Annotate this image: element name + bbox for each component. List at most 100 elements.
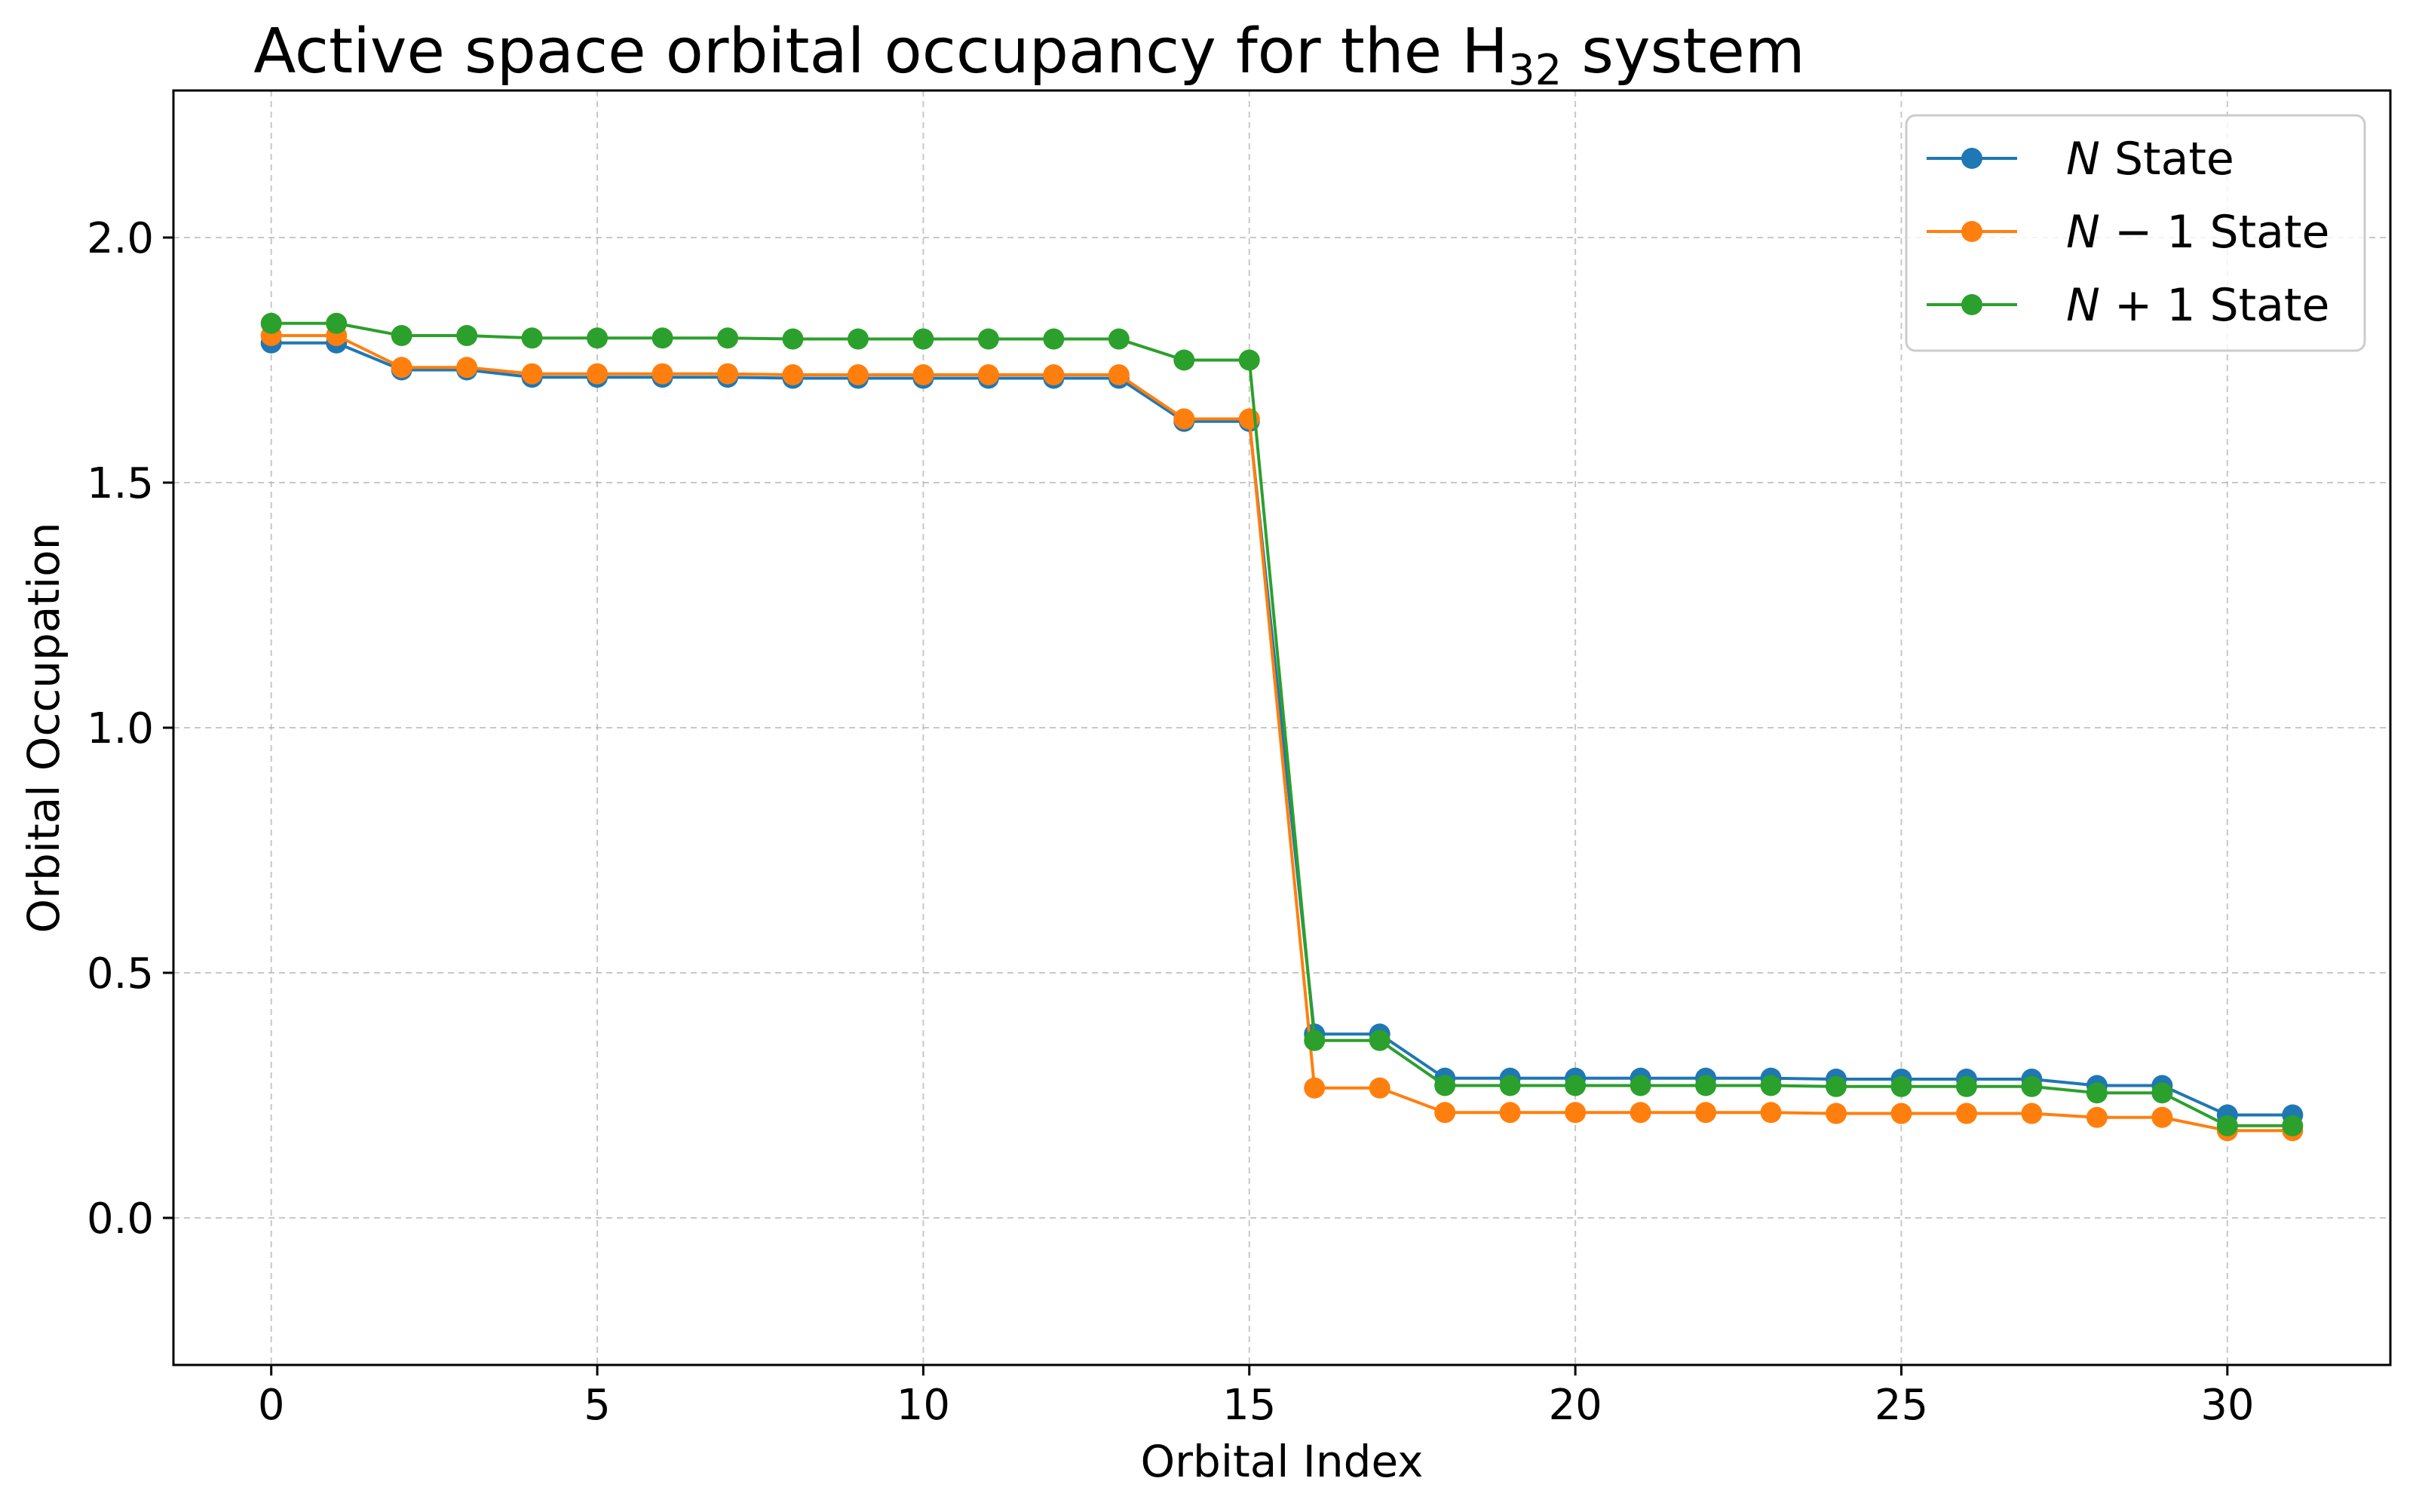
- chart-title: Active space orbital occupancy for the H…: [253, 16, 1804, 95]
- series-group: [260, 312, 2304, 1142]
- data-point: [587, 327, 609, 349]
- data-point: [1043, 328, 1065, 350]
- chart-title-main: Active space orbital occupancy for the H: [253, 16, 1508, 87]
- legend-swatch-marker: [1961, 221, 1982, 242]
- legend-label-text: + 1 State: [2100, 279, 2329, 332]
- data-point: [847, 328, 869, 350]
- data-point: [1695, 1075, 1717, 1096]
- data-point: [1826, 1075, 1847, 1097]
- legend-label-symbol: N: [2066, 133, 2100, 186]
- data-point: [2216, 1115, 2238, 1136]
- series-line: [271, 341, 2293, 1117]
- data-point: [1630, 1102, 1651, 1124]
- data-point: [326, 312, 348, 334]
- legend-label-text: − 1 State: [2100, 206, 2329, 259]
- y-axis-label: Orbital Occupation: [18, 523, 69, 934]
- data-point: [2086, 1082, 2108, 1104]
- data-point: [521, 363, 543, 385]
- data-point: [1304, 1077, 1326, 1099]
- data-point: [2021, 1103, 2043, 1124]
- y-tick-label: 2.0: [87, 214, 154, 263]
- legend-item: N State: [1927, 133, 2234, 186]
- legend-label: N State: [2066, 133, 2234, 186]
- data-point: [260, 312, 282, 334]
- legend-swatch-marker: [1961, 148, 1982, 169]
- legend-item: N − 1 State: [1927, 206, 2329, 259]
- legend-label-symbol: N: [2066, 206, 2100, 259]
- data-point: [1434, 1102, 1456, 1124]
- data-point: [521, 327, 543, 349]
- data-point: [1043, 364, 1065, 385]
- data-point: [1369, 1029, 1390, 1051]
- x-tick-label: 5: [584, 1381, 611, 1430]
- data-point: [717, 363, 738, 385]
- legend-label: N + 1 State: [2066, 279, 2329, 332]
- legend-label: N − 1 State: [2066, 206, 2329, 259]
- data-point: [1108, 328, 1130, 350]
- x-tick-label: 25: [1875, 1381, 1928, 1430]
- legend-box: [1905, 114, 2366, 352]
- data-point: [782, 364, 804, 385]
- data-point: [2151, 1106, 2173, 1128]
- chart-title-suffix: system: [1562, 16, 1805, 87]
- data-point: [977, 364, 999, 385]
- data-point: [1499, 1102, 1521, 1124]
- series-3: [260, 312, 2304, 1136]
- x-tick-label: 20: [1548, 1381, 1602, 1430]
- data-point: [1173, 349, 1195, 371]
- data-point: [391, 325, 412, 346]
- data-point: [2086, 1106, 2108, 1128]
- y-tick-label: 1.5: [87, 459, 154, 508]
- data-point: [1695, 1102, 1717, 1124]
- y-tick-label: 0.5: [87, 949, 154, 998]
- data-point: [1890, 1103, 1912, 1124]
- data-point: [1826, 1103, 1847, 1124]
- x-tick-label: 15: [1222, 1381, 1276, 1430]
- data-point: [1238, 349, 1260, 371]
- data-point: [1955, 1103, 1977, 1124]
- data-point: [912, 364, 934, 385]
- data-point: [782, 328, 804, 350]
- x-tick-label: 10: [897, 1381, 950, 1430]
- data-point: [912, 328, 934, 350]
- data-point: [1760, 1075, 1782, 1096]
- chart-title-subscript: 32: [1508, 46, 1562, 95]
- data-point: [1630, 1075, 1651, 1096]
- data-point: [2151, 1082, 2173, 1104]
- legend-label-text: State: [2100, 133, 2234, 186]
- legend-swatch-marker: [1961, 294, 1982, 315]
- data-point: [391, 357, 412, 379]
- x-tick-label: 0: [258, 1381, 285, 1430]
- data-point: [587, 363, 609, 385]
- legend-label-symbol: N: [2066, 279, 2100, 332]
- data-point: [1565, 1075, 1587, 1096]
- x-axis-label: Orbital Index: [1141, 1436, 1424, 1487]
- data-point: [456, 357, 478, 379]
- data-point: [1955, 1075, 1977, 1097]
- y-tick-label: 0.0: [87, 1195, 154, 1244]
- data-point: [1369, 1077, 1390, 1099]
- data-point: [652, 363, 673, 385]
- axis-ticks: 0 5 10 15 20 25 30 0.0 0.5 1.0 1.5 2.0: [87, 214, 2255, 1430]
- legend-item: N + 1 State: [1927, 279, 2329, 332]
- data-point: [2021, 1075, 2043, 1097]
- data-point: [1434, 1075, 1456, 1096]
- data-point: [717, 327, 738, 349]
- y-tick-label: 1.0: [87, 704, 154, 753]
- data-point: [1304, 1029, 1326, 1051]
- series-line: [271, 334, 2293, 1133]
- data-point: [1890, 1075, 1912, 1097]
- data-point: [1108, 364, 1130, 385]
- series-line: [271, 321, 2293, 1127]
- data-point: [2282, 1115, 2304, 1136]
- data-point: [652, 327, 673, 349]
- data-point: [977, 328, 999, 350]
- data-point: [1565, 1102, 1587, 1124]
- data-point: [847, 364, 869, 385]
- data-point: [1499, 1075, 1521, 1096]
- data-point: [456, 325, 478, 346]
- x-tick-label: 30: [2200, 1381, 2254, 1430]
